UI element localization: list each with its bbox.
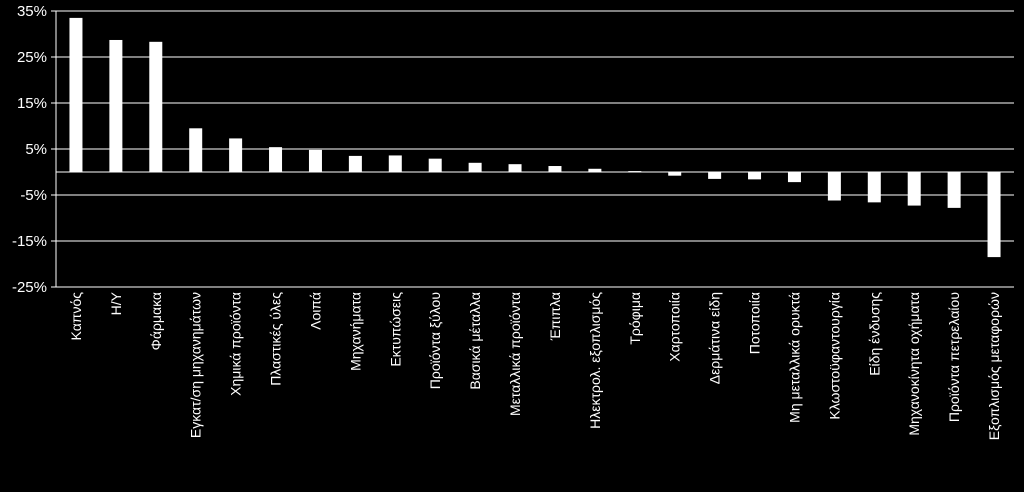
category-label: Χαρτοποιία bbox=[667, 292, 683, 362]
category-label: Εγκατ/ση μηχανημάτων bbox=[188, 292, 204, 438]
y-tick-label: 25% bbox=[17, 49, 47, 66]
bar bbox=[229, 138, 243, 172]
bar bbox=[548, 166, 562, 172]
category-label: Χημικά προϊόντα bbox=[228, 292, 244, 396]
category-label: Μη μεταλλικά ορυκτά bbox=[786, 292, 802, 423]
category-label: Κλωστοϋφαντουργία bbox=[826, 292, 842, 420]
category-label: Ποτοποιία bbox=[747, 292, 763, 354]
bar bbox=[468, 162, 482, 172]
category-label: Εξοπλισμός μεταφορών bbox=[986, 292, 1002, 440]
bar bbox=[388, 155, 402, 172]
bar bbox=[269, 147, 283, 172]
category-label: Μηχανήματα bbox=[347, 292, 363, 371]
bar bbox=[748, 172, 762, 180]
bar bbox=[149, 41, 163, 172]
category-label: Καπνός bbox=[68, 292, 84, 341]
category-label: Φάρμακα bbox=[148, 292, 164, 350]
x-category-labels: Καπνός Η/Υ Φάρμακα Εγκατ/ση μηχανημάτων Χημι… bbox=[68, 291, 1002, 440]
bar bbox=[907, 172, 921, 206]
gridlines bbox=[56, 10, 1014, 288]
category-label: Η/Υ bbox=[108, 291, 124, 315]
category-label: Δερμάτινα είδη bbox=[707, 292, 723, 384]
bar bbox=[668, 172, 682, 176]
bar bbox=[787, 172, 801, 183]
category-label: Έπιπλα bbox=[547, 292, 563, 341]
category-label: Βασικά μέταλλα bbox=[467, 292, 483, 390]
y-tick-label: 35% bbox=[17, 3, 47, 20]
axes bbox=[51, 10, 1014, 288]
category-label: Μεταλλικά προϊόντα bbox=[507, 292, 523, 416]
bar bbox=[947, 172, 961, 208]
bar bbox=[987, 172, 1001, 258]
bar bbox=[508, 164, 522, 172]
bar bbox=[588, 168, 602, 172]
y-tick-labels: -25% -15% -5% 5% 15% 25% 35% bbox=[12, 3, 47, 296]
bar bbox=[867, 172, 881, 203]
y-tick-label: -15% bbox=[12, 233, 47, 250]
bar bbox=[708, 172, 722, 179]
category-label: Μηχανοκίνητα οχήματα bbox=[906, 292, 922, 436]
category-label: Λοιπά bbox=[307, 292, 323, 330]
category-label: Τρόφιμα bbox=[627, 292, 643, 345]
y-tick-label: 5% bbox=[25, 141, 47, 158]
category-label: Είδη ένδυσης bbox=[866, 292, 882, 376]
y-tick-label: -25% bbox=[12, 279, 47, 296]
category-label: Προϊόντα ξύλου bbox=[427, 292, 443, 389]
bars bbox=[69, 17, 1001, 258]
bar bbox=[189, 128, 203, 172]
y-tick-label: 15% bbox=[17, 95, 47, 112]
bar bbox=[109, 39, 123, 173]
bar bbox=[69, 17, 83, 173]
y-tick-label: -5% bbox=[20, 187, 47, 204]
category-label: Προϊόντα πετρελαίου bbox=[946, 292, 962, 422]
bar bbox=[428, 158, 442, 172]
category-label: Εκτυπώσεις bbox=[387, 292, 403, 367]
bar bbox=[348, 155, 362, 172]
category-label: Πλαστικές ύλες bbox=[268, 292, 284, 386]
bar bbox=[308, 149, 322, 172]
bar bbox=[827, 172, 841, 201]
category-label: Ηλεκτρολ. εξοπλισμός bbox=[587, 292, 603, 429]
